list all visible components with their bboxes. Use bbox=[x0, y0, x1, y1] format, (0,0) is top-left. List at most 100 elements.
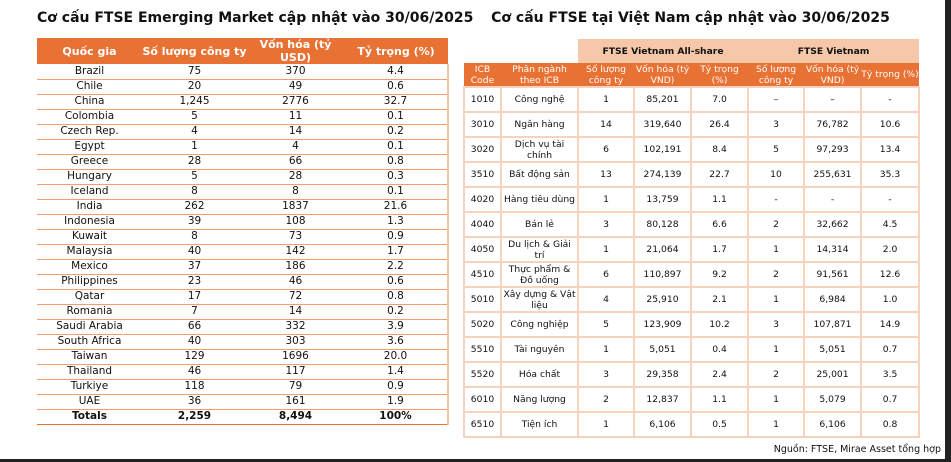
table-cell: Mexico bbox=[37, 259, 142, 275]
table-cell: – bbox=[803, 86, 863, 113]
table-row: Chile 20 49 0.6 bbox=[37, 79, 449, 95]
table-cell: 2 bbox=[747, 261, 806, 288]
table-cell: - bbox=[860, 186, 921, 213]
table-row: Malaysia 40 142 1.7 bbox=[37, 244, 449, 260]
table-cell: 0.4 bbox=[689, 336, 750, 363]
window-edge bbox=[945, 0, 951, 462]
table-cell: 5 bbox=[142, 169, 247, 185]
blank-header bbox=[464, 39, 578, 63]
table-cell: 3 bbox=[747, 111, 806, 138]
table-cell: 0.5 bbox=[689, 411, 750, 438]
table-cell: Iceland bbox=[37, 184, 142, 200]
table-cell: 8 bbox=[142, 184, 247, 200]
table-cell: China bbox=[37, 94, 142, 110]
table-cell: 23 bbox=[142, 274, 247, 290]
column-header: Vốn hóa (tỷ VND) bbox=[804, 63, 862, 87]
table-cell: 8 bbox=[142, 229, 247, 245]
table-row: Colombia 5 11 0.1 bbox=[37, 109, 449, 125]
table-cell: 40 bbox=[142, 334, 247, 350]
table-cell: 2.2 bbox=[344, 259, 449, 275]
column-header: Tỷ trọng (%) bbox=[344, 38, 448, 64]
table-row: China 1,245 2776 32.7 bbox=[37, 94, 449, 110]
table-row: Brazil 75 370 4.4 bbox=[37, 64, 449, 80]
table-row: 5520 Hóa chất 3 29,358 2.4 2 25,001 3.5 bbox=[463, 361, 921, 388]
table-cell: 6 bbox=[577, 136, 635, 163]
table-cell: - bbox=[803, 186, 863, 213]
column-header: Số lượng công ty bbox=[748, 63, 805, 87]
table-row: 3510 Bất động sản 13 274,139 22.7 10 255,631 35… bbox=[463, 161, 921, 188]
table-cell: 1 bbox=[747, 336, 806, 363]
table-cell: 1 bbox=[747, 286, 806, 313]
column-header: Tỷ trọng (%) bbox=[861, 63, 920, 87]
table-cell: Philippines bbox=[37, 274, 142, 290]
table-cell: Thailand bbox=[37, 364, 142, 380]
table-cell: 3 bbox=[577, 211, 635, 238]
table-cell: 2.1 bbox=[689, 286, 750, 313]
table-cell: 2.4 bbox=[689, 361, 750, 388]
table-cell: India bbox=[37, 199, 142, 215]
table-cell: 4050 bbox=[463, 236, 502, 263]
table-cell: South Africa bbox=[37, 334, 142, 350]
table-cell: 6,106 bbox=[633, 411, 692, 438]
table-cell: 0.1 bbox=[344, 109, 449, 125]
table-cell: 5010 bbox=[463, 286, 502, 313]
table-cell: 0.9 bbox=[344, 229, 449, 245]
table-cell: 4 bbox=[142, 124, 247, 140]
table-cell: Greece bbox=[37, 154, 142, 170]
table-cell: 303 bbox=[247, 334, 344, 350]
table-cell: 32.7 bbox=[344, 94, 449, 110]
table-cell: 13.4 bbox=[860, 136, 921, 163]
table-cell: 1 bbox=[747, 386, 806, 413]
table-cell: 4020 bbox=[463, 186, 502, 213]
table-cell: 5,051 bbox=[633, 336, 692, 363]
table-cell: 0.6 bbox=[344, 274, 449, 290]
table-cell: 7.0 bbox=[689, 86, 750, 113]
table-cell: 14,314 bbox=[803, 236, 863, 263]
window-edge-bottom bbox=[0, 459, 951, 462]
table-cell: Xây dựng & Vật liệu bbox=[500, 286, 579, 313]
table-cell: 6,106 bbox=[803, 411, 863, 438]
table-cell: 0.8 bbox=[344, 289, 449, 305]
table-cell: Hungary bbox=[37, 169, 142, 185]
table-row: 5510 Tài nguyên 1 5,051 0.4 1 5,051 0.7 bbox=[463, 336, 921, 363]
table-cell: Ngân hàng bbox=[500, 111, 579, 138]
table-cell: Turkiye bbox=[37, 379, 142, 395]
table-cell: 0.7 bbox=[860, 386, 921, 413]
table-cell: Brazil bbox=[37, 64, 142, 80]
table-cell: 14.9 bbox=[860, 311, 921, 338]
table-cell: 3510 bbox=[463, 161, 502, 188]
table-cell: 25,001 bbox=[803, 361, 863, 388]
table-cell: 21,064 bbox=[633, 236, 692, 263]
table-row: 4050 Du lịch & Giải trí 1 21,064 1.7 1 14,314 2… bbox=[463, 236, 921, 263]
table-cell: Czech Rep. bbox=[37, 124, 142, 140]
table-cell: 0.8 bbox=[344, 154, 449, 170]
table-row: Greece 28 66 0.8 bbox=[37, 154, 449, 170]
table-cell: 3.5 bbox=[860, 361, 921, 388]
table-cell: 1696 bbox=[247, 349, 344, 365]
table-cell: 8 bbox=[247, 184, 344, 200]
table-cell: 262 bbox=[142, 199, 247, 215]
table-cell: 142 bbox=[247, 244, 344, 260]
table-cell: 13 bbox=[577, 161, 635, 188]
table-cell: - bbox=[860, 86, 921, 113]
table-cell: 91,561 bbox=[803, 261, 863, 288]
table-cell: Năng lượng bbox=[500, 386, 579, 413]
table-cell: Thực phẩm & Đồ uống bbox=[500, 261, 579, 288]
table-cell: 10.2 bbox=[689, 311, 750, 338]
table-cell: 76,782 bbox=[803, 111, 863, 138]
table-row: Kuwait 8 73 0.9 bbox=[37, 229, 449, 245]
table-cell: 0.2 bbox=[344, 124, 449, 140]
table-cell: 35.3 bbox=[860, 161, 921, 188]
table-cell: Công nghiệp bbox=[500, 311, 579, 338]
table-cell: 73 bbox=[247, 229, 344, 245]
table-cell: 0.1 bbox=[344, 139, 449, 155]
table-cell: 5510 bbox=[463, 336, 502, 363]
table-cell: 66 bbox=[142, 319, 247, 335]
table-row: Indonesia 39 108 1.3 bbox=[37, 214, 449, 230]
table-cell: 20 bbox=[142, 79, 247, 95]
table-cell: 36 bbox=[142, 394, 247, 410]
totals-cell: Totals bbox=[37, 409, 142, 425]
table-row: 3010 Ngân hàng 14 319,640 26.4 3 76,782 10.6 bbox=[463, 111, 921, 138]
table-cell: 161 bbox=[247, 394, 344, 410]
column-header: Số lượng công ty bbox=[142, 38, 247, 64]
